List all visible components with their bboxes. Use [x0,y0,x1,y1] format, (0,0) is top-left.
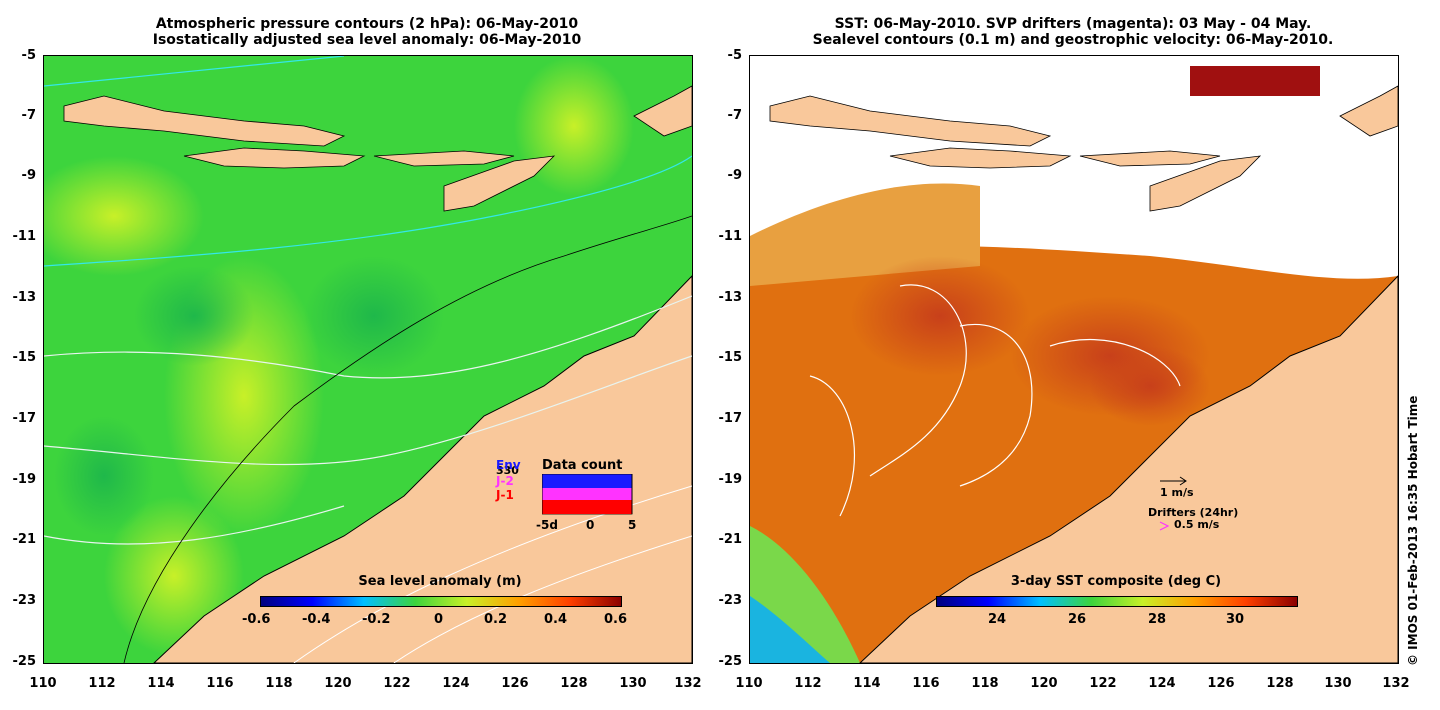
left-ytick-4: -13 [12,290,37,305]
left-ytick-0: -5 [21,48,36,63]
right-xtick-9: 128 [1266,676,1294,691]
left-cbar-tick-5: 0.4 [544,612,568,627]
inset-label-j1: J-1 [496,488,514,502]
credit-text: © IMOS 01-Feb-2013 16:35 Hobart Time [1406,395,1420,666]
left-cbar-tick-0: -0.6 [242,612,271,627]
right-colorbar-title: 3-day SST composite (deg C) [1010,574,1222,589]
left-ytick-6: -17 [12,411,37,426]
drifters-label: Drifters (24hr) [1148,506,1239,519]
inset-count: 330 [496,464,519,477]
right-cbar-tick-2: 28 [1148,612,1167,627]
left-xtick-4: 118 [265,676,293,691]
left-ytick-3: -11 [12,229,37,244]
left-xtick-9: 128 [560,676,588,691]
left-xtick-5: 120 [324,676,352,691]
drifter-scale-label: 0.5 m/s [1174,518,1220,531]
right-title-line2: Sealevel contours (0.1 m) and geostrophi… [812,32,1334,48]
left-xtick-8: 126 [501,676,529,691]
left-title-line1: Atmospheric pressure contours (2 hPa): 0… [155,16,579,32]
left-cbar-tick-6: 0.6 [604,612,628,627]
left-xtick-0: 110 [29,676,57,691]
left-cbar-tick-3: 0 [434,612,444,627]
right-ytick-1: -7 [727,108,742,123]
inset-xtick-2: 5 [628,518,637,532]
left-xtick-1: 112 [88,676,116,691]
right-cbar-tick-1: 26 [1068,612,1087,627]
left-title-line2: Isostatically adjusted sea level anomaly… [152,32,582,48]
inset-histogram [542,474,633,515]
left-map-graphic [44,56,692,663]
left-cbar-tick-1: -0.4 [302,612,331,627]
right-ytick-2: -9 [727,168,742,183]
inset-title: Data count [542,458,623,473]
right-title-line1: SST: 06-May-2010. SVP drifters (magenta)… [834,16,1312,32]
right-xtick-5: 120 [1030,676,1058,691]
right-xtick-11: 132 [1382,676,1410,691]
left-cbar-tick-2: -0.2 [362,612,391,627]
right-ytick-10: -25 [718,654,743,669]
right-ytick-6: -17 [718,411,743,426]
left-ytick-5: -15 [12,350,37,365]
right-ytick-9: -23 [718,593,743,608]
right-ytick-7: -19 [718,472,743,487]
right-ytick-8: -21 [718,532,743,547]
left-ytick-10: -25 [12,654,37,669]
inset-xtick-0: -5d [536,518,558,532]
right-xtick-2: 114 [853,676,881,691]
inset-label-j2: J-2 [496,474,514,488]
left-xtick-2: 114 [147,676,175,691]
right-xtick-1: 112 [794,676,822,691]
right-cbar-tick-0: 24 [988,612,1007,627]
right-map-graphic [750,56,1398,663]
left-colorbar [260,596,622,607]
left-xtick-7: 124 [442,676,470,691]
left-ytick-9: -23 [12,593,37,608]
right-xtick-10: 130 [1324,676,1352,691]
right-colorbar [936,596,1298,607]
right-xtick-4: 118 [971,676,999,691]
left-map: 330 Env J-2 J-1 Data count -5d 0 5 Sea l… [43,55,693,664]
right-xtick-3: 116 [912,676,940,691]
right-ytick-5: -15 [718,350,743,365]
data-count-inset: 330 Env J-2 J-1 Data count -5d 0 5 [494,456,644,536]
right-xtick-0: 110 [735,676,763,691]
right-ytick-0: -5 [727,48,742,63]
left-cbar-tick-4: 0.2 [484,612,508,627]
right-cbar-tick-3: 30 [1226,612,1245,627]
right-ytick-3: -11 [718,229,743,244]
inset-label-env: Env [496,458,521,472]
left-xtick-6: 122 [383,676,411,691]
right-title: SST: 06-May-2010. SVP drifters (magenta)… [748,16,1398,48]
vector-scale-label: 1 m/s [1160,486,1194,499]
right-ytick-4: -13 [718,290,743,305]
left-ytick-7: -19 [12,472,37,487]
left-ytick-8: -21 [12,532,37,547]
left-colorbar-title: Sea level anomaly (m) [358,574,522,589]
right-map: 1 m/s Drifters (24hr) 0.5 m/s 3-day SST … [749,55,1399,664]
left-xtick-11: 132 [674,676,702,691]
left-ytick-2: -9 [21,168,36,183]
right-xtick-6: 122 [1089,676,1117,691]
left-xtick-3: 116 [206,676,234,691]
right-xtick-7: 124 [1148,676,1176,691]
inset-xtick-1: 0 [586,518,595,532]
right-xtick-8: 126 [1207,676,1235,691]
left-title: Atmospheric pressure contours (2 hPa): 0… [40,16,694,48]
left-xtick-10: 130 [619,676,647,691]
left-ytick-1: -7 [21,108,36,123]
